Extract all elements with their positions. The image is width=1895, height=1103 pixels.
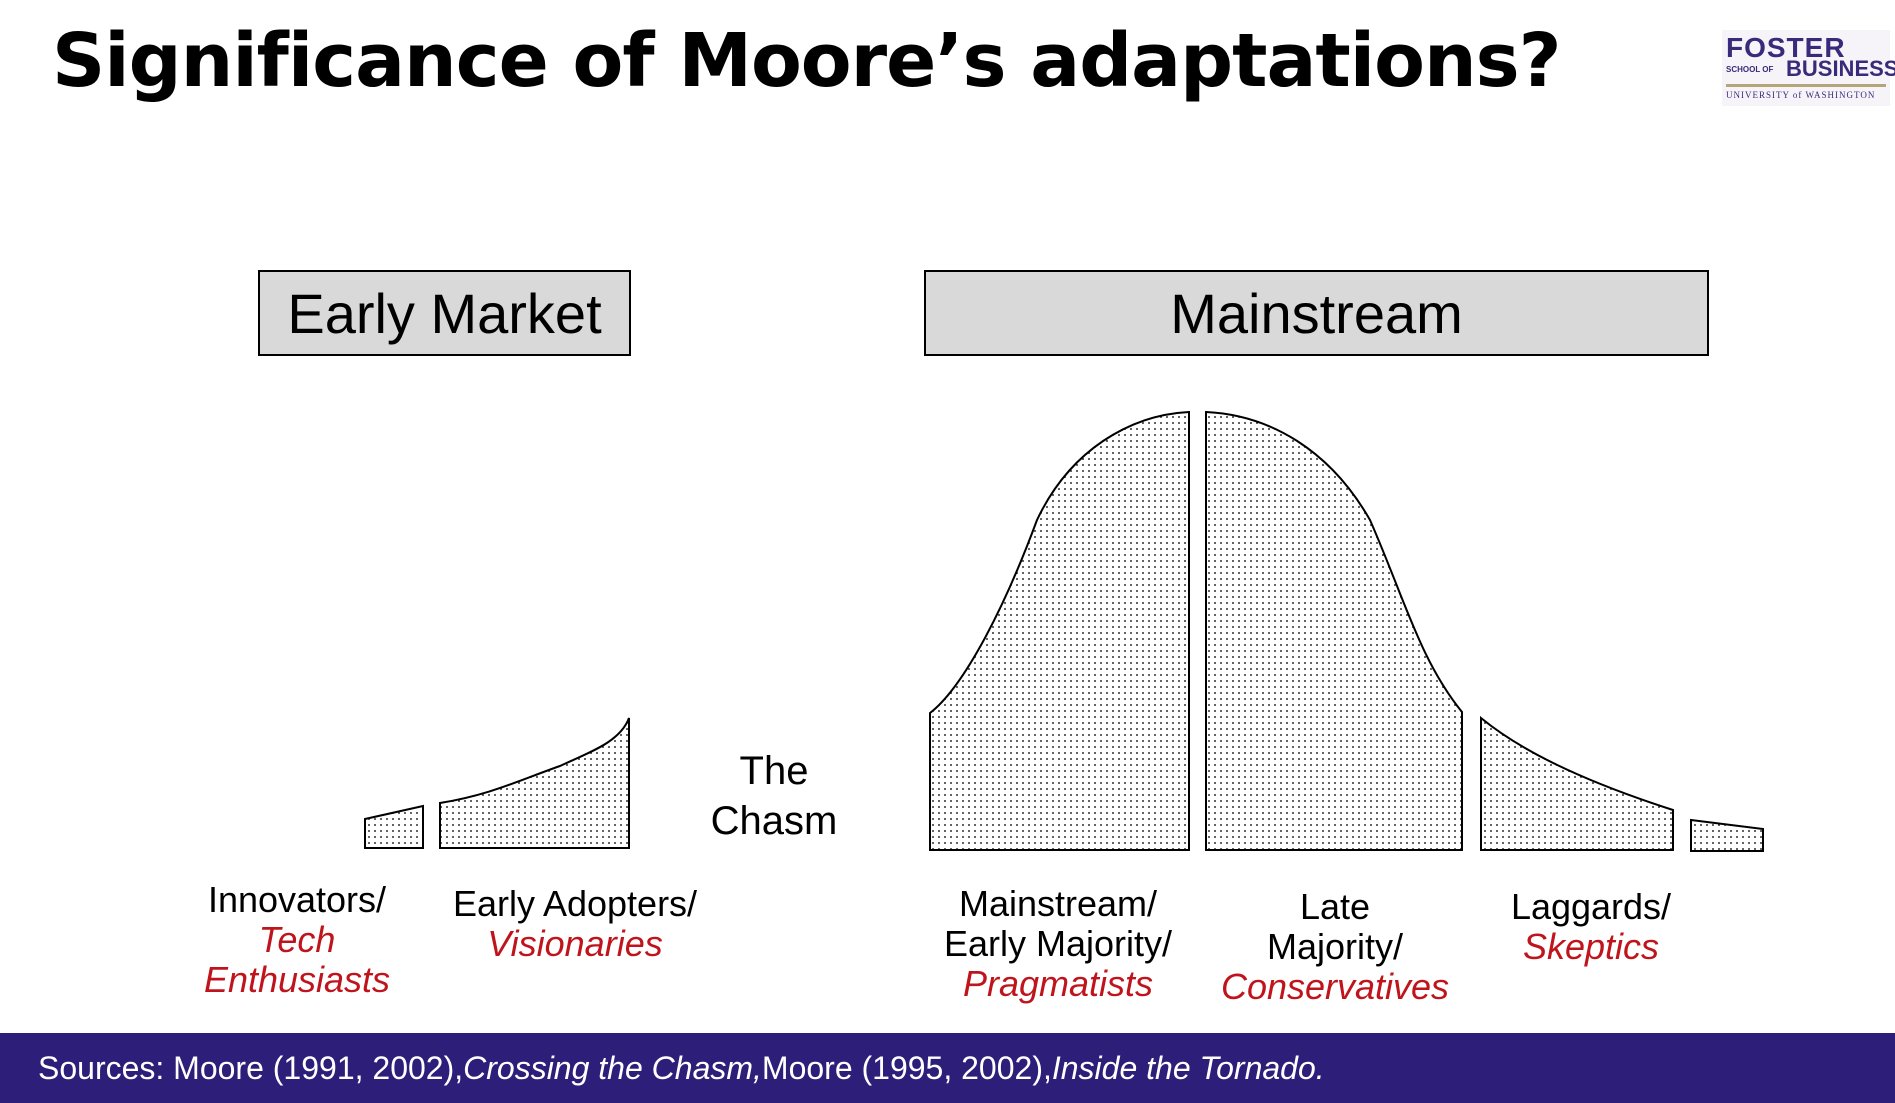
group-label-laggards: Laggards/ Skeptics (1511, 887, 1671, 967)
group-name-line: Late (1299, 886, 1371, 927)
early-market-box: Early Market (258, 270, 631, 356)
logo-university-text: UNIVERSITY of WASHINGTON (1726, 90, 1876, 100)
footer-text: Sources: Moore (1991, 2002), (38, 1049, 464, 1086)
footer-text: Moore (1995, 2002), (761, 1049, 1052, 1086)
group-name-line: Majority/ (1266, 926, 1404, 967)
curve-segment-late-majority (1205, 410, 1463, 851)
group-label-late-majority: Late Majority/ Conservatives (1221, 887, 1449, 1007)
curve-segment-innovators (364, 804, 424, 849)
logo-rule (1726, 84, 1886, 87)
group-name: Early Adopters/ (452, 883, 698, 924)
footer-book-title: Crossing the Chasm, (463, 1049, 762, 1086)
group-label-innovators: Innovators/ Tech Enthusiasts (204, 880, 390, 1000)
curve-segment-early-majority (929, 410, 1190, 851)
foster-business-logo: FOSTER SCHOOL OF BUSINESS UNIVERSITY of … (1722, 30, 1895, 106)
group-role-line: Conservatives (1220, 966, 1450, 1007)
logo-foster-text: FOSTER (1726, 32, 1846, 63)
the-chasm-label: The Chasm (711, 746, 838, 846)
group-name: Laggards/ (1510, 886, 1672, 927)
sources-footer: Sources: Moore (1991, 2002), Crossing th… (0, 1033, 1895, 1103)
group-role-line: Visionaries (487, 923, 663, 964)
curve-segment-tail (1690, 818, 1764, 852)
logo-business-text: BUSINESS (1786, 56, 1895, 81)
chasm-line-2: Chasm (710, 799, 838, 843)
group-name-line: Early Majority/ (943, 923, 1173, 964)
group-role-line: Skeptics (1522, 926, 1660, 967)
mainstream-box: Mainstream (924, 270, 1709, 356)
slide-title: Significance of Moore’s adaptations? (52, 18, 1562, 104)
logo-school-of-text: SCHOOL OF (1726, 65, 1774, 74)
curve-segment-early-adopters (439, 717, 630, 849)
footer-book-title: Inside the Tornado. (1051, 1049, 1325, 1086)
group-role-line: Tech (258, 919, 336, 960)
chasm-line-1: The (739, 749, 809, 793)
group-role-line: Pragmatists (962, 963, 1154, 1004)
group-role-line: Enthusiasts (203, 959, 391, 1000)
curve-segment-laggards (1480, 715, 1674, 851)
group-label-early-adopters: Early Adopters/ Visionaries (453, 884, 697, 964)
group-name: Innovators/ (207, 879, 387, 920)
group-name-line: Mainstream/ (958, 883, 1158, 924)
group-label-early-majority: Mainstream/ Early Majority/ Pragmatists (944, 884, 1172, 1004)
